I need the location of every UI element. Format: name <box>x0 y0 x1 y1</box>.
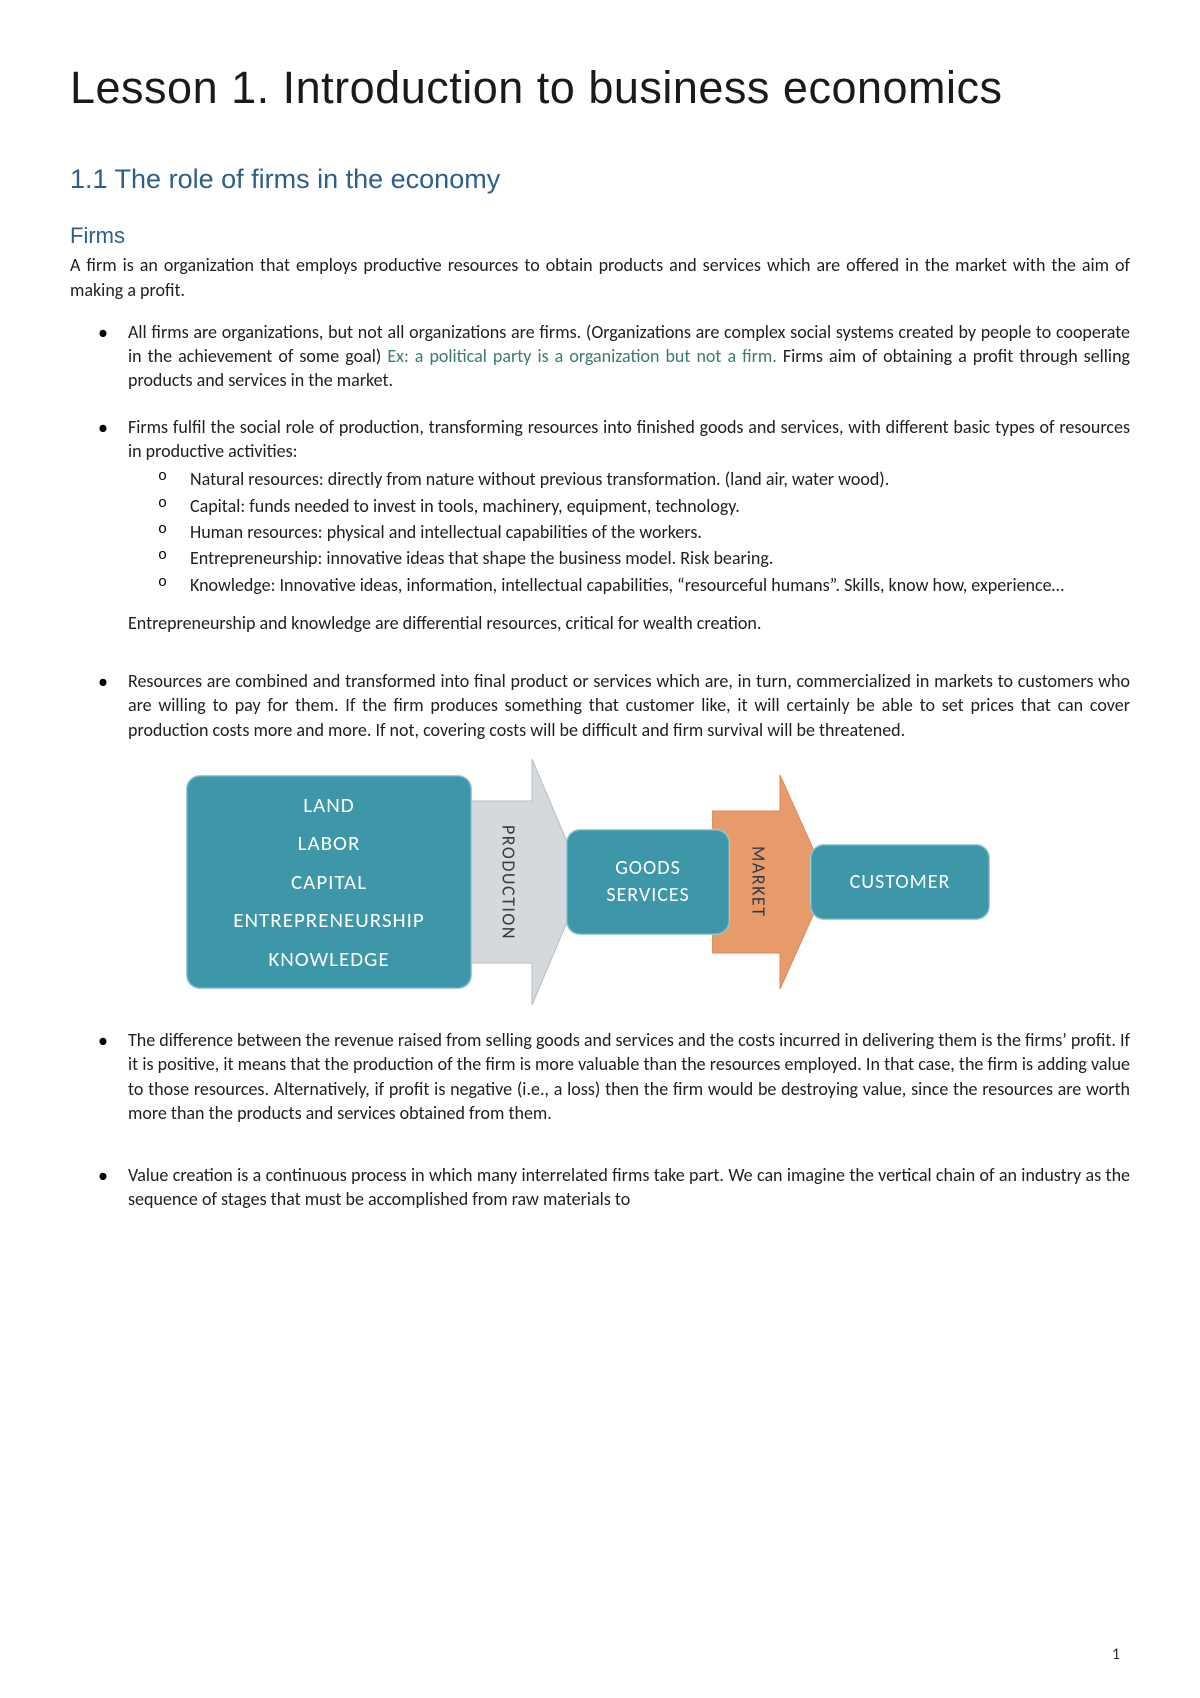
resource-label: LABOR <box>298 829 361 857</box>
bullet-item: Resources are combined and transformed i… <box>128 669 1130 1002</box>
resource-label: KNOWLEDGE <box>268 945 389 973</box>
resource-label: CAPITAL <box>291 868 367 896</box>
section-heading: 1.1 The role of firms in the economy <box>70 164 1130 195</box>
example-text: Ex: a political party is a organization … <box>387 345 776 367</box>
bullet-item: All firms are organizations, but not all… <box>128 320 1130 393</box>
resources-box: LAND LABOR CAPITAL ENTREPRENEURSHIP KNOW… <box>186 775 472 989</box>
followup-text: Entrepreneurship and knowledge are diffe… <box>128 611 1130 635</box>
sub-bullet-item: Knowledge: Innovative ideas, information… <box>190 573 1130 597</box>
intro-paragraph: A firm is an organization that employs p… <box>70 253 1130 302</box>
subsection-heading: Firms <box>70 223 1130 249</box>
bullet-item: The difference between the revenue raise… <box>128 1028 1130 1125</box>
production-flow-diagram: LAND LABOR CAPITAL ENTREPRENEURSHIP KNOW… <box>186 762 1130 1002</box>
goods-label: SERVICES <box>606 882 689 909</box>
bullet-item: Firms fulfil the social role of producti… <box>128 415 1130 635</box>
sub-bullet-list: Natural resources: directly from nature … <box>128 467 1130 596</box>
page-number: 1 <box>1112 1645 1120 1664</box>
bullet-text: The difference between the revenue raise… <box>128 1029 1130 1124</box>
page-title: Lesson 1. Introduction to business econo… <box>70 60 1130 116</box>
bullet-text: Value creation is a continuous process i… <box>128 1164 1130 1210</box>
sub-bullet-item: Natural resources: directly from nature … <box>190 467 1130 491</box>
bullet-text: Firms fulfil the social role of producti… <box>128 416 1130 462</box>
customer-label: CUSTOMER <box>850 869 951 896</box>
main-bullet-list: All firms are organizations, but not all… <box>70 320 1130 1212</box>
goods-box: GOODS SERVICES <box>566 829 730 935</box>
bullet-text: Resources are combined and transformed i… <box>128 670 1130 741</box>
customer-box: CUSTOMER <box>810 844 990 920</box>
bullet-item: Value creation is a continuous process i… <box>128 1163 1130 1212</box>
sub-bullet-item: Human resources: physical and intellectu… <box>190 520 1130 544</box>
arrow-label: PRODUCTION <box>496 825 520 940</box>
goods-label: GOODS <box>615 855 681 882</box>
resource-label: ENTREPRENEURSHIP <box>233 906 425 934</box>
arrow-label: MARKET <box>746 846 770 918</box>
resource-label: LAND <box>303 791 354 819</box>
sub-bullet-item: Capital: funds needed to invest in tools… <box>190 494 1130 518</box>
production-arrow: PRODUCTION <box>454 759 584 1005</box>
sub-bullet-item: Entrepreneurship: innovative ideas that … <box>190 546 1130 570</box>
